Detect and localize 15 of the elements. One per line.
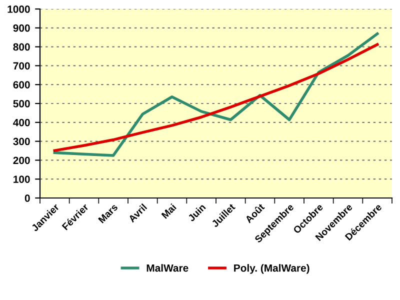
legend-label: Poly. (MalWare) <box>234 264 310 274</box>
y-tick-label: 800 <box>13 43 30 51</box>
y-tick-label: 300 <box>13 138 30 146</box>
y-tick-label: 1000 <box>8 6 30 13</box>
y-tick-label: 500 <box>13 100 30 108</box>
y-tick-label: 600 <box>13 81 30 88</box>
y-tick-label: 700 <box>13 62 30 70</box>
y-tick-label: 900 <box>13 24 30 32</box>
y-tick-label: 0 <box>24 194 30 202</box>
x-tick-label: Mai <box>161 203 177 219</box>
y-tick-label: 100 <box>14 176 30 183</box>
y-tick-label: 200 <box>13 156 30 164</box>
x-tick-label: Juin <box>187 203 206 222</box>
y-tick-label: 400 <box>13 118 30 126</box>
legend-label: MalWare <box>146 264 188 272</box>
